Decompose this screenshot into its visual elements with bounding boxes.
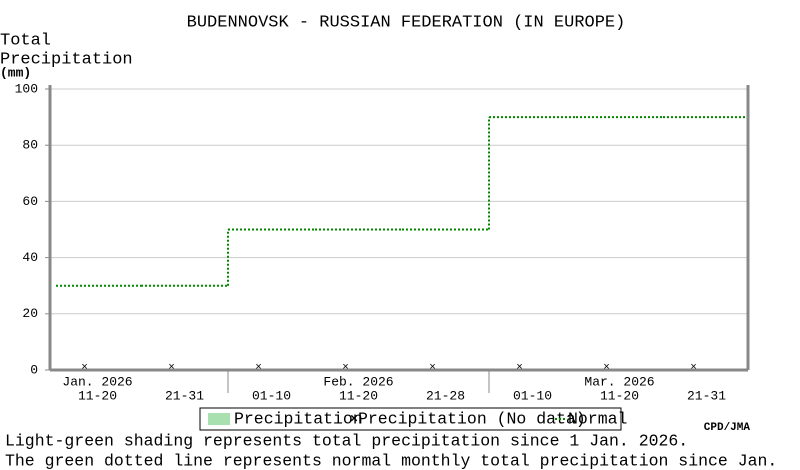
legend-label: Precipitation (No data) <box>358 409 586 428</box>
no-data-marker: × <box>168 362 175 374</box>
x-tick-label: 11-20 <box>78 388 117 403</box>
no-data-marker: × <box>81 362 88 374</box>
x-tick-label: 01-10 <box>513 388 552 403</box>
y-tick-label: 20 <box>22 306 38 321</box>
no-data-marker: × <box>342 362 349 374</box>
y-axis-label: Total <box>0 31 51 50</box>
month-label: Jan. 2026 <box>62 374 132 389</box>
note: Light-green shading represents total pre… <box>5 431 688 450</box>
legend-swatch <box>208 413 230 425</box>
no-data-marker: × <box>516 362 523 374</box>
x-tick-label: 21-28 <box>426 388 465 403</box>
y-axis-label: (mm) <box>0 65 31 80</box>
note: The green dotted line represents normal … <box>5 451 777 470</box>
x-tick-label: 01-10 <box>252 388 291 403</box>
y-tick-label: 0 <box>30 362 38 377</box>
x-tick-label: 21-31 <box>687 388 726 403</box>
no-data-marker: × <box>429 362 436 374</box>
y-tick-label: 40 <box>22 250 38 265</box>
x-tick-label: 11-20 <box>600 388 639 403</box>
credit: CPD/JMA <box>704 422 751 434</box>
y-tick-label: 80 <box>22 138 38 153</box>
legend-label: Normal <box>568 409 627 428</box>
chart-title: BUDENNOVSK - RUSSIAN FEDERATION (IN EURO… <box>187 13 626 32</box>
no-data-marker: × <box>255 362 262 374</box>
legend-box <box>199 407 622 431</box>
y-tick-label: 100 <box>15 81 38 96</box>
x-tick-label: 21-31 <box>165 388 204 403</box>
no-data-marker: × <box>603 362 610 374</box>
y-tick-label: 60 <box>22 194 38 209</box>
legend-label: Precipitation <box>234 409 363 428</box>
no-data-marker: × <box>690 362 697 374</box>
month-label: Feb. 2026 <box>323 374 393 389</box>
month-label: Mar. 2026 <box>584 374 654 389</box>
x-tick-label: 11-20 <box>339 388 378 403</box>
y-axis-label: Precipitation <box>0 50 133 69</box>
legend-swatch: × <box>350 411 358 426</box>
